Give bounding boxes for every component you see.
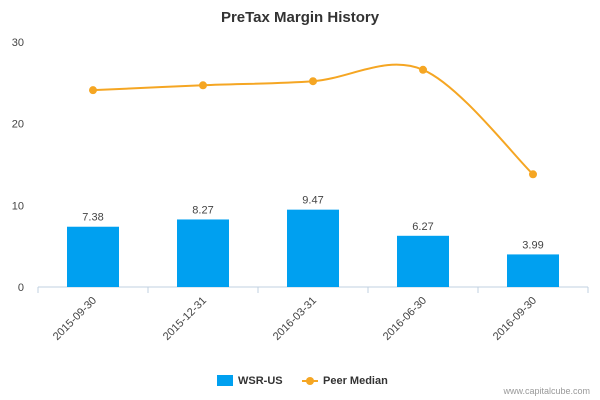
x-tick-label: 2015-09-30 bbox=[51, 295, 99, 343]
legend-label: Peer Median bbox=[323, 375, 388, 387]
line-point[interactable] bbox=[419, 65, 427, 74]
bar-data-labels: 7.38 8.27 9.47 6.27 3.99 bbox=[82, 195, 543, 252]
bar-data-label: 3.99 bbox=[522, 239, 543, 251]
bar[interactable] bbox=[397, 235, 449, 287]
y-axis: 0 10 20 30 bbox=[12, 37, 24, 294]
bar-data-label: 6.27 bbox=[412, 221, 433, 233]
legend-item-bar[interactable]: WSR-US bbox=[217, 375, 283, 387]
line-series bbox=[89, 63, 537, 179]
y-tick-label: 0 bbox=[18, 282, 24, 294]
x-tick-label: 2015-12-31 bbox=[161, 295, 209, 343]
line-point[interactable] bbox=[199, 81, 207, 90]
bar[interactable] bbox=[507, 254, 559, 287]
bar-data-label: 9.47 bbox=[302, 195, 323, 207]
y-tick-label: 20 bbox=[12, 119, 24, 131]
x-tick-label: 2016-09-30 bbox=[491, 295, 539, 343]
bar-data-label: 8.27 bbox=[192, 204, 213, 216]
bar[interactable] bbox=[177, 219, 229, 287]
legend-item-line[interactable]: Peer Median bbox=[302, 375, 388, 387]
x-axis: 2015-09-30 2015-12-31 2016-03-31 2016-06-30… bbox=[37, 286, 589, 343]
x-tick-label: 2016-06-30 bbox=[381, 295, 429, 343]
chart-title: PreTax Margin History bbox=[221, 9, 380, 26]
bar[interactable] bbox=[67, 226, 119, 287]
credit-text: www.capitalcube.com bbox=[502, 386, 590, 396]
y-tick-label: 10 bbox=[12, 200, 24, 212]
bar[interactable] bbox=[287, 209, 339, 287]
legend-label: WSR-US bbox=[238, 375, 283, 387]
bar-series bbox=[67, 209, 559, 287]
line-point[interactable] bbox=[309, 77, 317, 86]
bar-data-label: 7.38 bbox=[82, 212, 103, 224]
x-tick-label: 2016-03-31 bbox=[271, 295, 319, 343]
line-point[interactable] bbox=[89, 86, 97, 95]
line-point[interactable] bbox=[529, 170, 537, 179]
y-tick-label: 30 bbox=[12, 37, 24, 49]
legend[interactable]: WSR-US Peer Median bbox=[217, 375, 388, 387]
legend-swatch-marker bbox=[306, 377, 314, 385]
legend-swatch-bar bbox=[217, 375, 233, 386]
